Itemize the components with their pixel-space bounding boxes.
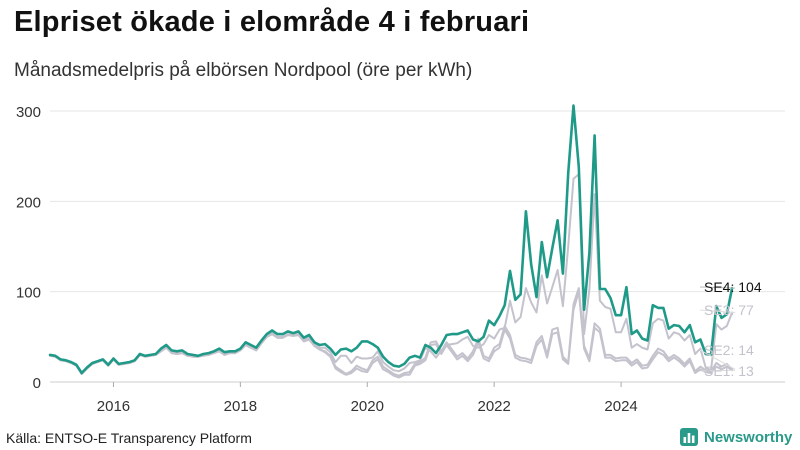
source-note: Källa: ENTSO-E Transparency Platform (6, 430, 252, 446)
label-connector-se1 (699, 369, 736, 372)
brand-name: Newsworthy (704, 428, 793, 446)
y-tick-label: 300 (16, 104, 41, 121)
y-tick-label: 100 (16, 285, 41, 302)
x-tick-label: 2018 (224, 398, 257, 415)
chart-title: Elpriset ökade i elområde 4 i februari (14, 6, 530, 38)
x-tick-label: 2024 (604, 398, 637, 415)
series-label-se2: SE2: 14 (704, 342, 754, 358)
brand-logo[interactable]: Newsworthy (680, 426, 792, 448)
x-tick-label: 2020 (351, 398, 384, 415)
series-line-se3 (49, 173, 734, 375)
bar-chart-logo-icon (680, 428, 698, 446)
series-line-se4 (48, 104, 734, 375)
series-line-se1 (49, 290, 734, 379)
series-label-se1: SE1: 13 (704, 363, 754, 379)
series-label-se3: SE3: 77 (704, 302, 754, 318)
y-tick-label: 200 (16, 194, 41, 211)
x-tick-label: 2016 (97, 398, 130, 415)
label-connector-se4 (699, 286, 736, 289)
y-tick-label: 0 (33, 375, 41, 392)
x-tick-label: 2022 (477, 398, 510, 415)
series-label-se4: SE4: 104 (704, 279, 762, 295)
label-connector-se3 (699, 309, 736, 313)
chart-subtitle: Månadsmedelpris på elbörsen Nordpool (ör… (14, 60, 473, 81)
label-connector-se2 (699, 349, 736, 370)
